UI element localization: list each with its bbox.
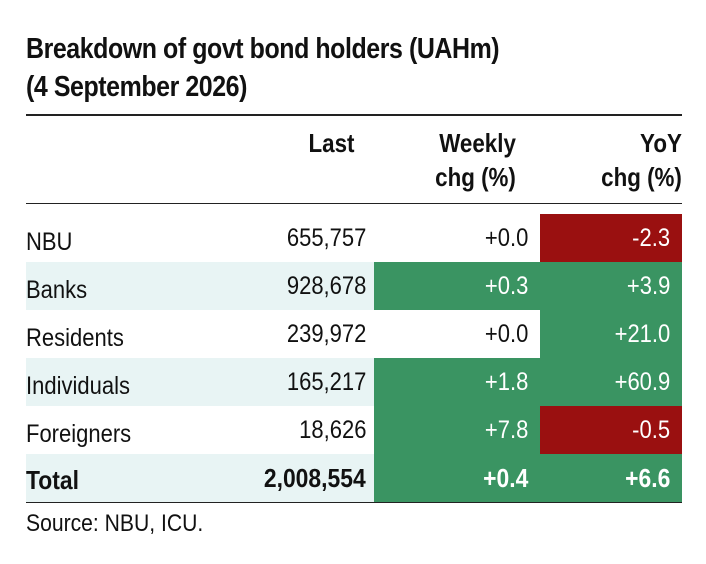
last-value: 928,678 <box>258 262 374 310</box>
last-value-text: 928,678 <box>286 271 366 300</box>
weekly-change-cell: +0.0 <box>374 310 540 358</box>
row-label-text: Foreigners <box>26 419 132 448</box>
last-value-text: 165,217 <box>286 367 366 396</box>
table-row: Foreigners 18,626 +7.8 -0.5 <box>26 406 682 454</box>
bottom-rule <box>26 502 682 503</box>
row-label-text: Residents <box>26 323 124 352</box>
weekly-change-cell-text: +0.4 <box>482 462 528 493</box>
yoy-change-cell-text: +60.9 <box>614 367 670 396</box>
weekly-change-cell: +0.0 <box>374 214 540 262</box>
last-value: 165,217 <box>258 358 374 406</box>
row-label-text: Banks <box>26 275 88 304</box>
row-label: Banks <box>26 262 246 310</box>
row-label-text: Total <box>26 464 79 495</box>
title-line-1: Breakdown of govt bond holders (UAHm) <box>26 33 500 65</box>
weekly-change-cell-text: +0.0 <box>484 319 528 348</box>
row-label-text: NBU <box>26 227 73 256</box>
row-label: NBU <box>26 214 246 262</box>
last-value: 239,972 <box>258 310 374 358</box>
header-rule <box>26 203 682 204</box>
yoy-change-cell-text: +6.6 <box>624 462 670 493</box>
title-line-2: (4 September 2026) <box>26 71 247 103</box>
last-value: 18,626 <box>258 406 374 454</box>
yoy-change-cell-text: +21.0 <box>614 319 670 348</box>
weekly-change-cell-text: +1.8 <box>484 367 528 396</box>
yoy-change-cell-text: -0.5 <box>632 415 670 444</box>
yoy-change-cell: -2.3 <box>540 214 682 262</box>
last-value-text: 18,626 <box>298 415 366 444</box>
table-row: Individuals 165,217 +1.8 +60.9 <box>26 358 682 406</box>
yoy-change-cell: +3.9 <box>540 262 682 310</box>
row-label: Total <box>26 454 246 502</box>
table-row: Banks 928,678 +0.3 +3.9 <box>26 262 682 310</box>
row-label: Residents <box>26 310 246 358</box>
yoy-change-cell: -0.5 <box>540 406 682 454</box>
row-label: Individuals <box>26 358 246 406</box>
header-yoy-line-2: chg (%) <box>601 162 682 192</box>
header-last: Last <box>308 126 354 160</box>
yoy-change-cell: +21.0 <box>540 310 682 358</box>
last-value: 2,008,554 <box>258 454 374 502</box>
weekly-change-cell-text: +7.8 <box>484 415 528 444</box>
yoy-change-cell-text: +3.9 <box>626 271 670 300</box>
last-value-text: 655,757 <box>286 223 366 252</box>
table-row: Residents 239,972 +0.0 +21.0 <box>26 310 682 358</box>
source-note: Source: NBU, ICU. <box>26 510 204 537</box>
last-value-text: 239,972 <box>286 319 366 348</box>
chart-title: Breakdown of govt bond holders (UAHm) (4… <box>26 30 594 106</box>
yoy-change-cell: +60.9 <box>540 358 682 406</box>
header-yoy-line-1: YoY <box>640 128 682 158</box>
weekly-change-cell: +0.4 <box>374 454 540 502</box>
row-label: Foreigners <box>26 406 246 454</box>
header-weekly: Weekly chg (%) <box>435 126 516 194</box>
header-weekly-line-1: Weekly <box>439 128 516 158</box>
yoy-change-cell: +6.6 <box>540 454 682 502</box>
weekly-change-cell-text: +0.0 <box>484 223 528 252</box>
header-weekly-line-2: chg (%) <box>435 162 516 192</box>
header-yoy: YoY chg (%) <box>601 126 682 194</box>
weekly-change-cell: +7.8 <box>374 406 540 454</box>
total-row: Total 2,008,554 +0.4 +6.6 <box>26 454 682 502</box>
table-row: NBU 655,757 +0.0 -2.3 <box>26 214 682 262</box>
header-last-line-1: Last <box>308 128 354 158</box>
last-value-text: 2,008,554 <box>264 462 366 493</box>
top-rule <box>26 114 682 116</box>
weekly-change-cell-text: +0.3 <box>484 271 528 300</box>
row-label-text: Individuals <box>26 371 130 400</box>
weekly-change-cell: +1.8 <box>374 358 540 406</box>
weekly-change-cell: +0.3 <box>374 262 540 310</box>
yoy-change-cell-text: -2.3 <box>632 223 670 252</box>
last-value: 655,757 <box>258 214 374 262</box>
